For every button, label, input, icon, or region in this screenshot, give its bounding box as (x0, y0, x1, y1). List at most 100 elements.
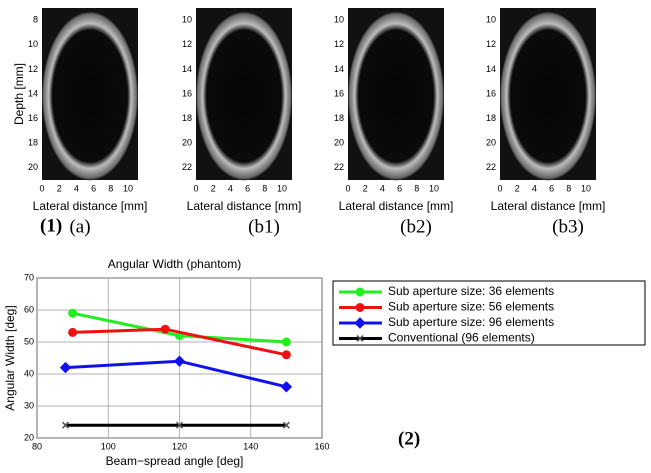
y-tick-label: 12 (486, 39, 496, 49)
y-tick-label: 40 (24, 368, 34, 378)
y-tick-label: 70 (24, 272, 34, 282)
y-tick-label: 22 (334, 162, 344, 172)
x-tick-label: 2 (363, 183, 368, 193)
x-axis-label: Beam−spread angle [deg] (106, 454, 244, 468)
y-tick-label: 10 (28, 39, 38, 49)
x-tick-label: 4 (380, 183, 385, 193)
marker (281, 337, 291, 347)
x-tick-label: 8 (414, 183, 419, 193)
marker (282, 421, 290, 429)
ultrasound-ring (500, 11, 596, 181)
y-tick-label: 20 (334, 138, 344, 148)
figure-label: (2) (398, 428, 420, 449)
y-tick-label: 10 (334, 15, 344, 25)
y-tick-label: 20 (28, 162, 38, 172)
x-tick-label: 80 (32, 441, 42, 451)
y-axis-label: Depth [mm] (12, 63, 26, 125)
y-tick-label: 30 (24, 400, 34, 410)
x-tick-label: 6 (397, 183, 402, 193)
marker (355, 303, 365, 312)
ultrasound-ring (196, 11, 292, 181)
y-tick-label: 20 (486, 138, 496, 148)
x-tick-label: 8 (566, 183, 571, 193)
ultrasound-ring (42, 11, 138, 181)
x-tick-label: 140 (243, 441, 258, 451)
y-tick-label: 12 (334, 39, 344, 49)
chart-title: Angular Width (phantom) (108, 257, 241, 271)
marker (355, 287, 365, 297)
y-tick-label: 10 (182, 15, 192, 25)
y-tick-label: 20 (182, 138, 192, 148)
y-tick-label: 18 (182, 113, 192, 123)
y-tick-label: 16 (28, 113, 38, 123)
y-tick-label: 22 (182, 162, 192, 172)
x-tick-label: 8 (262, 183, 267, 193)
legend-label: Sub aperture size: 36 elements (388, 284, 554, 298)
x-tick-label: 0 (345, 183, 350, 193)
y-tick-label: 12 (182, 39, 192, 49)
marker (280, 381, 293, 393)
y-tick-label: 22 (486, 162, 496, 172)
y-tick-label: 16 (334, 88, 344, 98)
x-tick-label: 10 (429, 183, 439, 193)
x-tick-label: 0 (497, 183, 502, 193)
legend-label: Sub aperture size: 96 elements (388, 315, 554, 329)
y-tick-label: 14 (334, 64, 344, 74)
y-axis-label: Angular Width [deg] (3, 305, 17, 410)
x-tick-label: 6 (245, 183, 250, 193)
y-tick-label: 14 (486, 64, 496, 74)
x-axis-label: Lateral distance [mm] (491, 199, 606, 213)
legend-box (332, 280, 646, 346)
y-tick-label: 18 (486, 113, 496, 123)
x-axis-label: Lateral distance [mm] (339, 199, 454, 213)
x-tick-label: 120 (172, 441, 187, 451)
x-axis-label: Lateral distance [mm] (187, 199, 302, 213)
x-tick-label: 2 (211, 183, 216, 193)
y-tick-label: 18 (334, 113, 344, 123)
marker (68, 308, 78, 318)
x-tick-label: 10 (123, 183, 133, 193)
y-tick-label: 50 (24, 336, 34, 346)
y-tick-label: 12 (28, 64, 38, 74)
x-tick-label: 6 (91, 183, 96, 193)
x-tick-label: 8 (108, 183, 113, 193)
y-tick-label: 16 (486, 88, 496, 98)
panel-label: (b2) (400, 216, 432, 237)
x-tick-label: 6 (549, 183, 554, 193)
x-tick-label: 10 (581, 183, 591, 193)
marker (281, 350, 291, 360)
x-tick-label: 0 (193, 183, 198, 193)
y-tick-label: 10 (486, 15, 496, 25)
x-tick-label: 4 (74, 183, 79, 193)
marker (175, 421, 184, 429)
x-tick-label: 2 (57, 183, 62, 193)
figure-label: (1) (40, 215, 62, 236)
x-tick-label: 100 (101, 441, 116, 451)
x-tick-label: 4 (228, 183, 233, 193)
marker (354, 317, 366, 329)
marker (61, 421, 70, 429)
x-tick-label: 2 (515, 183, 520, 193)
y-tick-label: 8 (33, 15, 38, 25)
marker (59, 361, 72, 374)
marker (160, 324, 170, 334)
y-tick-label: 16 (182, 88, 192, 98)
x-tick-label: 4 (532, 183, 537, 193)
x-tick-label: 160 (314, 441, 329, 451)
x-tick-label: 10 (277, 183, 287, 193)
x-tick-label: 0 (39, 183, 44, 193)
marker (173, 355, 186, 367)
y-tick-label: 20 (24, 432, 34, 442)
y-tick-label: 14 (182, 64, 192, 74)
y-tick-label: 18 (28, 138, 38, 148)
x-axis-label: Lateral distance [mm] (33, 199, 148, 213)
ultrasound-ring (348, 11, 444, 181)
legend-label: Sub aperture size: 56 elements (388, 300, 554, 314)
marker (68, 327, 78, 337)
y-tick-label: 14 (28, 88, 38, 98)
legend-label: Conventional (96 elements) (388, 331, 535, 345)
panel-label: (b3) (552, 216, 584, 237)
y-tick-label: 60 (24, 304, 34, 314)
panel-label: (b1) (248, 216, 280, 237)
